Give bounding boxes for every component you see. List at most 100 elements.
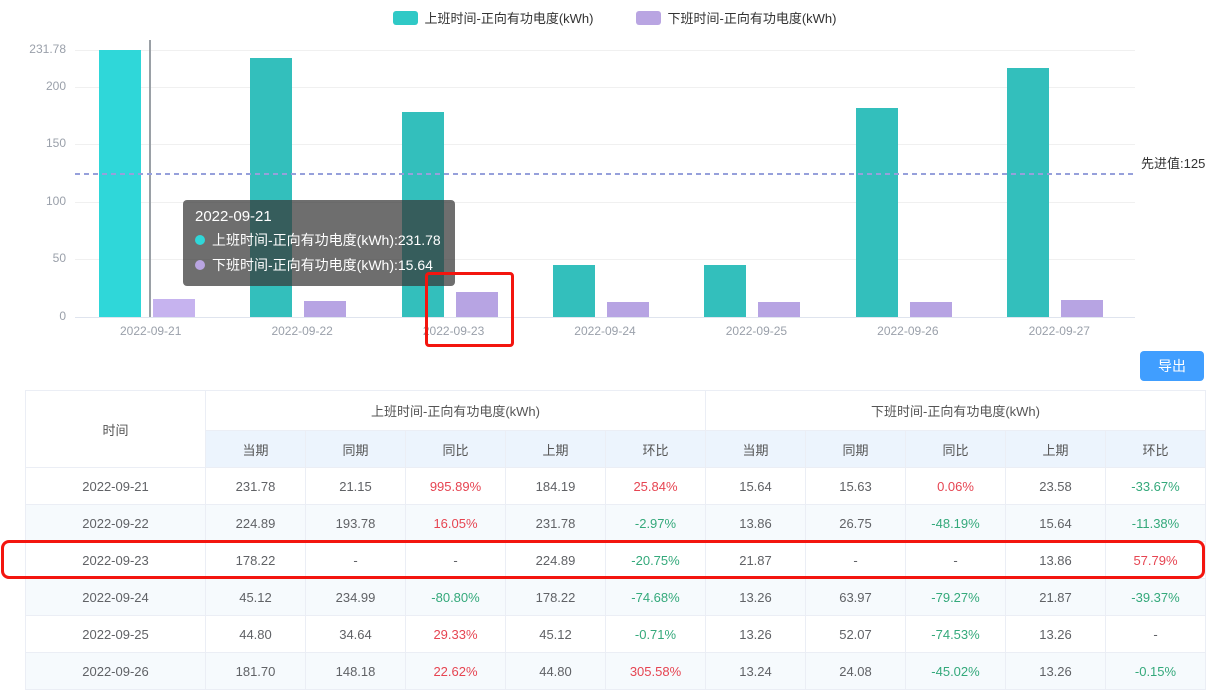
cell-date: 2022-09-21 [25, 467, 206, 505]
cell-value: 25.84% [605, 467, 706, 505]
y-axis-tick-100: 100 [45, 194, 66, 208]
cell-value: 0.06% [905, 467, 1006, 505]
cell-date: 2022-09-26 [25, 652, 206, 690]
cell-value: 224.89 [505, 541, 606, 579]
table-row-2022-09-25: 2022-09-25 44.80 34.64 29.33% 45.12 -0.71% 13.… [25, 615, 1206, 653]
cell-value: 26.75 [805, 504, 906, 542]
bar-off-duty-2022-09-22[interactable] [304, 301, 346, 317]
legend-label: 下班时间-正向有功电度(kWh) [667, 11, 837, 26]
sub-header-上期: 上期 [505, 430, 606, 468]
gridline-50 [75, 259, 1135, 260]
cell-value: 22.62% [405, 652, 506, 690]
sub-header-同期: 同期 [305, 430, 406, 468]
cell-value: -48.19% [905, 504, 1006, 542]
bar-on-duty-2022-09-26[interactable] [856, 108, 898, 317]
cell-date: 2022-09-22 [25, 504, 206, 542]
cell-value: -11.38% [1105, 504, 1206, 542]
cell-value: 29.33% [405, 615, 506, 653]
legend-item-on-duty[interactable]: 上班时间-正向有功电度(kWh) [392, 8, 594, 27]
sub-header-上期: 上期 [1005, 430, 1106, 468]
gridline-150 [75, 144, 1135, 145]
sub-header-环比: 环比 [1105, 430, 1206, 468]
sub-header-同比: 同比 [905, 430, 1006, 468]
cell-value: 44.80 [505, 652, 606, 690]
cell-value: -2.97% [605, 504, 706, 542]
cell-value: 13.26 [705, 615, 806, 653]
cell-value: 193.78 [305, 504, 406, 542]
export-button[interactable]: 导出 [1140, 351, 1204, 381]
table-row-2022-09-24: 2022-09-24 45.12 234.99 -80.80% 178.22 -74.68… [25, 578, 1206, 616]
bar-on-duty-2022-09-24[interactable] [553, 265, 595, 317]
cell-value: - [305, 541, 406, 579]
cell-value: 63.97 [805, 578, 906, 616]
bar-chart: 上班时间-正向有功电度(kWh) 下班时间-正向有功电度(kWh) 231.78 2… [29, 8, 1206, 338]
cell-value: 15.64 [705, 467, 806, 505]
x-axis-line [75, 317, 1135, 318]
cell-date: 2022-09-24 [25, 578, 206, 616]
group-header-on-duty: 上班时间-正向有功电度(kWh) [205, 390, 706, 431]
cell-value: 57.79% [1105, 541, 1206, 579]
cell-value: -20.75% [605, 541, 706, 579]
bar-off-duty-2022-09-26[interactable] [910, 302, 952, 317]
cell-value: 15.63 [805, 467, 906, 505]
y-axis-tick-50: 50 [52, 251, 66, 265]
cell-value: 13.86 [1005, 541, 1106, 579]
cell-value: 178.22 [205, 541, 306, 579]
cell-value: 231.78 [505, 504, 606, 542]
group-header-off-duty: 下班时间-正向有功电度(kWh) [705, 390, 1206, 431]
col-header-time: 时间 [25, 390, 206, 468]
bar-on-duty-2022-09-27[interactable] [1007, 68, 1049, 317]
cell-value: -0.71% [605, 615, 706, 653]
x-axis-label-2022-09-22: 2022-09-22 [271, 324, 333, 338]
x-axis-label-2022-09-27: 2022-09-27 [1028, 324, 1090, 338]
bar-off-duty-2022-09-21[interactable] [153, 299, 195, 317]
cell-value: 34.64 [305, 615, 406, 653]
cell-value: 234.99 [305, 578, 406, 616]
axis-pointer-line [148, 40, 151, 317]
y-axis-tick-0: 0 [59, 309, 66, 323]
cell-value: 181.70 [205, 652, 306, 690]
gridline-100 [75, 202, 1135, 203]
target-markline-label: 先进值:125 [1141, 156, 1206, 171]
cell-value: - [805, 541, 906, 579]
cell-value: -45.02% [905, 652, 1006, 690]
table-row-2022-09-26: 2022-09-26 181.70 148.18 22.62% 44.80 305.58%… [25, 652, 1206, 690]
cell-value: 16.05% [405, 504, 506, 542]
bar-on-duty-2022-09-21[interactable] [99, 50, 141, 317]
sub-header-当期: 当期 [705, 430, 806, 468]
target-markline [75, 173, 1135, 175]
bar-off-duty-2022-09-25[interactable] [758, 302, 800, 317]
cell-value: 21.87 [1005, 578, 1106, 616]
legend-label: 上班时间-正向有功电度(kWh) [424, 11, 594, 26]
cell-value: 15.64 [1005, 504, 1106, 542]
cell-value: 52.07 [805, 615, 906, 653]
cell-value: 21.15 [305, 467, 406, 505]
table-row-2022-09-21: 2022-09-21 231.78 21.15 995.89% 184.19 25.84%… [25, 467, 1206, 505]
gridline-200 [75, 87, 1135, 88]
bar-off-duty-2022-09-23[interactable] [456, 292, 498, 317]
bar-on-duty-2022-09-25[interactable] [704, 265, 746, 317]
bar-off-duty-2022-09-27[interactable] [1061, 300, 1103, 317]
x-axis-label-2022-09-21: 2022-09-21 [120, 324, 182, 338]
cell-value: 995.89% [405, 467, 506, 505]
gridline-231.78 [75, 50, 1135, 51]
cell-value: 13.26 [1005, 615, 1106, 653]
cell-value: -74.68% [605, 578, 706, 616]
cell-value: - [905, 541, 1006, 579]
cell-value: -39.37% [1105, 578, 1206, 616]
cell-value: -33.67% [1105, 467, 1206, 505]
cell-value: 13.24 [705, 652, 806, 690]
cell-value: 24.08 [805, 652, 906, 690]
cell-value: 13.86 [705, 504, 806, 542]
cell-value: 231.78 [205, 467, 306, 505]
cell-value: 45.12 [505, 615, 606, 653]
cell-value: 13.26 [1005, 652, 1106, 690]
bar-off-duty-2022-09-24[interactable] [607, 302, 649, 317]
x-axis-label-2022-09-26: 2022-09-26 [877, 324, 939, 338]
legend-item-off-duty[interactable]: 下班时间-正向有功电度(kWh) [635, 8, 837, 27]
bar-on-duty-2022-09-23[interactable] [402, 112, 444, 317]
table-row-2022-09-22: 2022-09-22 224.89 193.78 16.05% 231.78 -2.97%… [25, 504, 1206, 542]
sub-header-同期: 同期 [805, 430, 906, 468]
bar-on-duty-2022-09-22[interactable] [250, 58, 292, 317]
y-axis-tick-150: 150 [45, 136, 66, 150]
